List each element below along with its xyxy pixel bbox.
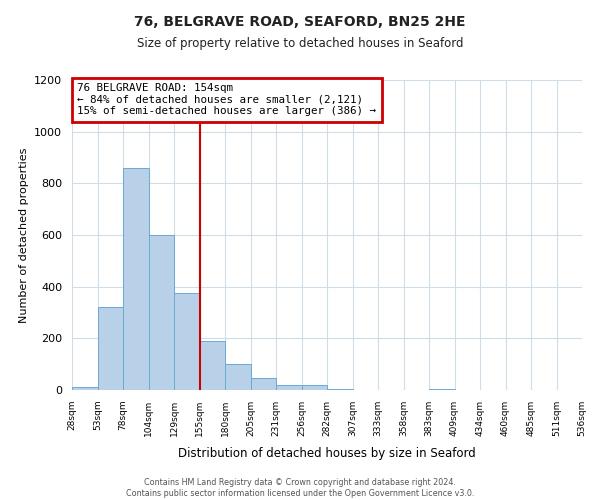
Text: 76 BELGRAVE ROAD: 154sqm
← 84% of detached houses are smaller (2,121)
15% of sem: 76 BELGRAVE ROAD: 154sqm ← 84% of detach…: [77, 83, 376, 116]
Text: 76, BELGRAVE ROAD, SEAFORD, BN25 2HE: 76, BELGRAVE ROAD, SEAFORD, BN25 2HE: [134, 15, 466, 29]
Bar: [123, 168, 149, 390]
Y-axis label: Number of detached properties: Number of detached properties: [19, 148, 29, 322]
Bar: [429, 388, 455, 390]
Bar: [276, 385, 302, 390]
Bar: [174, 293, 199, 390]
Text: Size of property relative to detached houses in Seaford: Size of property relative to detached ho…: [137, 38, 463, 51]
Bar: [327, 388, 353, 390]
Bar: [251, 378, 276, 390]
Bar: [302, 386, 327, 390]
Bar: [97, 308, 123, 390]
Bar: [225, 364, 251, 390]
Bar: [149, 235, 174, 390]
X-axis label: Distribution of detached houses by size in Seaford: Distribution of detached houses by size …: [178, 447, 476, 460]
Bar: [72, 388, 97, 390]
Text: Contains HM Land Registry data © Crown copyright and database right 2024.
Contai: Contains HM Land Registry data © Crown c…: [126, 478, 474, 498]
Bar: [199, 341, 225, 390]
